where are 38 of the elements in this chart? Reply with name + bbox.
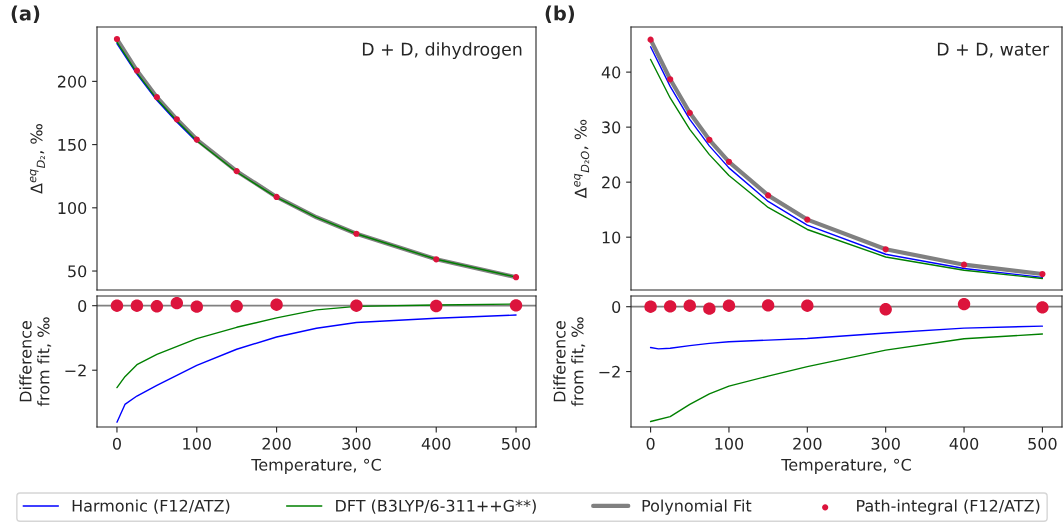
y-axis-title: Δ$^{eq}$$_{D₂O}$, ‰ bbox=[574, 119, 590, 199]
y-tick-label: 40 bbox=[601, 66, 621, 79]
x-tick-label: 200 bbox=[793, 437, 822, 450]
y-tick-label: 100 bbox=[58, 202, 87, 215]
y-tick-label: 150 bbox=[58, 138, 87, 151]
y-tick-label: 200 bbox=[57, 75, 87, 88]
x-axis-title: Temperature, °C bbox=[251, 458, 381, 474]
x-tick-label: 300 bbox=[871, 437, 900, 450]
legend-label: Harmonic (F12/ATZ) bbox=[72, 499, 230, 514]
x-tick-label: 100 bbox=[183, 437, 211, 450]
x-tick-label: 400 bbox=[949, 437, 979, 450]
x-tick-label: 500 bbox=[502, 437, 531, 450]
x-tick-label: 300 bbox=[342, 437, 371, 450]
y-tick-label: 10 bbox=[602, 231, 621, 244]
x-tick-label: 0 bbox=[646, 437, 655, 450]
annotation: D + D, water bbox=[937, 42, 1050, 58]
annotation: D + D, dihydrogen bbox=[362, 42, 522, 60]
y-axis-title: Δ$^{eq}$$_{D₂}$, ‰ bbox=[29, 124, 45, 194]
y-tick-label: 50 bbox=[68, 265, 87, 278]
text: (a) bbox=[11, 5, 40, 23]
y-axis-title: Difference from fit, ‰ bbox=[553, 317, 586, 407]
y-tick-label: 0 bbox=[78, 299, 87, 312]
y-tick-label: −2 bbox=[599, 365, 620, 378]
legend-label: Path-integral (F12/ATZ) bbox=[857, 499, 1040, 515]
legend-label: Polynomial Fit bbox=[642, 499, 752, 515]
y-tick-label: 20 bbox=[602, 176, 621, 189]
text: (b) bbox=[545, 5, 575, 23]
legend-label: DFT (B3LYP/6-311++G**) bbox=[336, 499, 536, 514]
y-tick-label: 0 bbox=[612, 300, 621, 313]
x-tick-label: 100 bbox=[715, 437, 744, 450]
y-tick-label: −2 bbox=[65, 364, 86, 377]
x-axis-title: Temperature, °C bbox=[781, 458, 911, 474]
x-tick-label: 500 bbox=[1028, 437, 1057, 450]
y-axis-title: Difference from fit, ‰ bbox=[19, 317, 52, 407]
x-tick-label: 400 bbox=[421, 437, 451, 450]
y-tick-label: 30 bbox=[602, 121, 621, 134]
x-tick-label: 200 bbox=[262, 437, 291, 450]
x-tick-label: 0 bbox=[112, 437, 121, 450]
